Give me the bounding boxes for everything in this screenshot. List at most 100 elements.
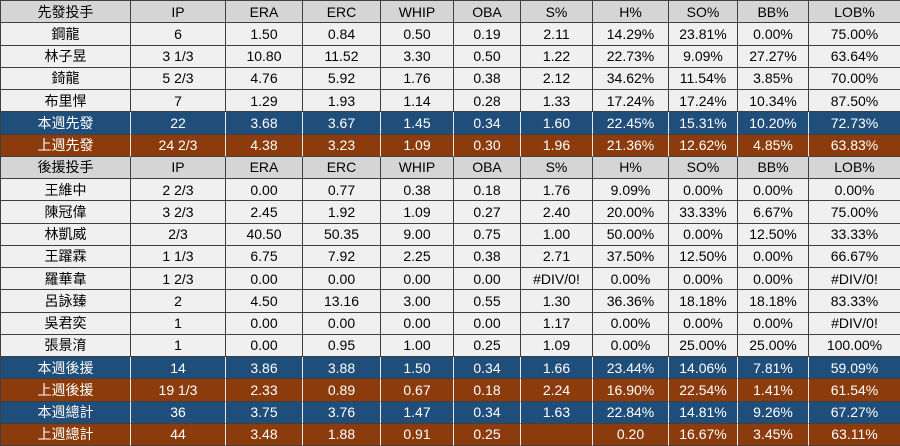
stat-cell[interactable]: 3.00: [381, 290, 454, 313]
stat-cell[interactable]: 1.66: [521, 357, 593, 380]
stat-cell[interactable]: 70.00%: [809, 67, 900, 90]
stat-cell[interactable]: 0.00%: [593, 268, 669, 291]
row-label-cell[interactable]: 王躍霖: [1, 245, 131, 268]
stat-cell[interactable]: 33.33%: [809, 223, 900, 246]
stat-cell[interactable]: 0.67: [381, 379, 454, 402]
stat-cell[interactable]: 0.00%: [593, 334, 669, 357]
stat-cell[interactable]: 100.00%: [809, 334, 900, 357]
stat-cell[interactable]: 23.44%: [593, 357, 669, 380]
stat-cell[interactable]: 5 2/3: [131, 67, 226, 90]
column-header-cell[interactable]: ERC: [303, 1, 381, 24]
stat-cell[interactable]: 0.00%: [669, 179, 738, 202]
stat-cell[interactable]: 18.18%: [669, 290, 738, 313]
stat-cell[interactable]: 14.81%: [669, 401, 738, 424]
stat-cell[interactable]: 0.18: [454, 379, 521, 402]
column-header-cell[interactable]: WHIP: [381, 1, 454, 24]
stat-cell[interactable]: 7: [131, 90, 226, 113]
row-label-cell[interactable]: 陳冠偉: [1, 201, 131, 224]
stat-cell[interactable]: 1.09: [381, 201, 454, 224]
stat-cell[interactable]: 25.00%: [669, 334, 738, 357]
stat-cell[interactable]: 0.00: [226, 268, 303, 291]
stat-cell[interactable]: 1.50: [381, 357, 454, 380]
stat-cell[interactable]: 6.75: [226, 245, 303, 268]
stat-cell[interactable]: 11.52: [303, 45, 381, 68]
stat-cell[interactable]: 0.38: [454, 67, 521, 90]
stat-cell[interactable]: 72.73%: [809, 112, 900, 135]
row-label-cell[interactable]: 鋼龍: [1, 23, 131, 46]
stat-cell[interactable]: 19 1/3: [131, 379, 226, 402]
stat-cell[interactable]: 3.30: [381, 45, 454, 68]
stat-cell[interactable]: 7.81%: [738, 357, 809, 380]
row-label-cell[interactable]: 上週總計: [1, 423, 131, 446]
stat-cell[interactable]: 24 2/3: [131, 134, 226, 157]
stat-cell[interactable]: [521, 423, 593, 446]
column-header-cell[interactable]: LOB%: [809, 156, 900, 179]
stat-cell[interactable]: 14: [131, 357, 226, 380]
stat-cell[interactable]: 2 2/3: [131, 179, 226, 202]
stat-cell[interactable]: 1.33: [521, 90, 593, 113]
column-header-cell[interactable]: S%: [521, 156, 593, 179]
column-header-cell[interactable]: LOB%: [809, 1, 900, 24]
column-header-cell[interactable]: OBA: [454, 1, 521, 24]
stat-cell[interactable]: 75.00%: [809, 201, 900, 224]
stat-cell[interactable]: 36: [131, 401, 226, 424]
stat-cell[interactable]: 36.36%: [593, 290, 669, 313]
section-title-cell[interactable]: 先發投手: [1, 1, 131, 24]
stat-cell[interactable]: 12.50%: [738, 223, 809, 246]
row-label-cell[interactable]: 本週先發: [1, 112, 131, 135]
stat-cell[interactable]: 0.00: [381, 268, 454, 291]
column-header-cell[interactable]: IP: [131, 156, 226, 179]
stat-cell[interactable]: 23.81%: [669, 23, 738, 46]
row-label-cell[interactable]: 林凱威: [1, 223, 131, 246]
stat-cell[interactable]: 27.27%: [738, 45, 809, 68]
stat-cell[interactable]: 34.62%: [593, 67, 669, 90]
stat-cell[interactable]: 3.76: [303, 401, 381, 424]
stat-cell[interactable]: 18.18%: [738, 290, 809, 313]
stat-cell[interactable]: 2: [131, 290, 226, 313]
stat-cell[interactable]: 0.34: [454, 112, 521, 135]
stat-cell[interactable]: #DIV/0!: [521, 268, 593, 291]
stat-cell[interactable]: 1.09: [521, 334, 593, 357]
stat-cell[interactable]: 0.19: [454, 23, 521, 46]
stat-cell[interactable]: 1.88: [303, 423, 381, 446]
stat-cell[interactable]: 1 2/3: [131, 268, 226, 291]
stat-cell[interactable]: 0.89: [303, 379, 381, 402]
stat-cell[interactable]: 3.45%: [738, 423, 809, 446]
stat-cell[interactable]: 3.48: [226, 423, 303, 446]
column-header-cell[interactable]: ERA: [226, 1, 303, 24]
stat-cell[interactable]: 1.76: [381, 67, 454, 90]
stat-cell[interactable]: 0.95: [303, 334, 381, 357]
stat-cell[interactable]: 83.33%: [809, 290, 900, 313]
stat-cell[interactable]: 0.34: [454, 401, 521, 424]
stat-cell[interactable]: 1.60: [521, 112, 593, 135]
stat-cell[interactable]: 0.00: [454, 312, 521, 335]
stat-cell[interactable]: 2.45: [226, 201, 303, 224]
stat-cell[interactable]: 12.62%: [669, 134, 738, 157]
row-label-cell[interactable]: 錡龍: [1, 67, 131, 90]
stat-cell[interactable]: 4.38: [226, 134, 303, 157]
column-header-cell[interactable]: BB%: [738, 156, 809, 179]
stat-cell[interactable]: 66.67%: [809, 245, 900, 268]
stat-cell[interactable]: 2.25: [381, 245, 454, 268]
row-label-cell[interactable]: 布里悍: [1, 90, 131, 113]
stat-cell[interactable]: 16.67%: [669, 423, 738, 446]
row-label-cell[interactable]: 呂詠臻: [1, 290, 131, 313]
stat-cell[interactable]: 3.67: [303, 112, 381, 135]
stat-cell[interactable]: 7.92: [303, 245, 381, 268]
stat-cell[interactable]: 50.00%: [593, 223, 669, 246]
stat-cell[interactable]: 22.84%: [593, 401, 669, 424]
stat-cell[interactable]: 0.50: [454, 45, 521, 68]
stat-cell[interactable]: 10.20%: [738, 112, 809, 135]
stat-cell[interactable]: 2.12: [521, 67, 593, 90]
stat-cell[interactable]: 9.09%: [593, 179, 669, 202]
stat-cell[interactable]: 1.22: [521, 45, 593, 68]
column-header-cell[interactable]: WHIP: [381, 156, 454, 179]
stat-cell[interactable]: 1.47: [381, 401, 454, 424]
stat-cell[interactable]: 1 1/3: [131, 245, 226, 268]
stat-cell[interactable]: 9.00: [381, 223, 454, 246]
stat-cell[interactable]: 1.29: [226, 90, 303, 113]
stat-cell[interactable]: 0.00%: [669, 223, 738, 246]
stat-cell[interactable]: 1.14: [381, 90, 454, 113]
stat-cell[interactable]: 0.27: [454, 201, 521, 224]
stat-cell[interactable]: 15.31%: [669, 112, 738, 135]
